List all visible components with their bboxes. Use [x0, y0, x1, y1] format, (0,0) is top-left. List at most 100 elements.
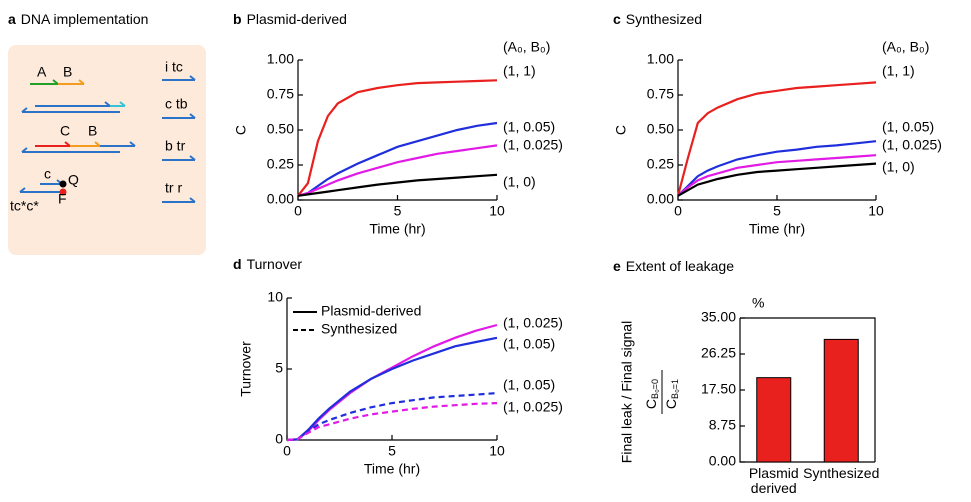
series-line [677, 162, 877, 197]
panel-title: Plasmid-derived [247, 11, 347, 27]
y-tick-label: 17.50 [701, 381, 736, 397]
diagram-label: b tr [165, 138, 186, 154]
series-label: (1, 0) [503, 174, 536, 190]
numerator-subscript: B₀=0 [650, 379, 660, 399]
x-tick-label: 5 [773, 203, 781, 219]
panel-heading: d Turnover [233, 256, 302, 272]
diagram-label: tr r [165, 180, 182, 196]
series-line [286, 392, 498, 442]
y-tick-label: 0 [275, 431, 283, 447]
y-tick-label: 0.50 [647, 121, 674, 137]
x-tick-label: 0 [283, 443, 291, 459]
diagram-label: Q [68, 172, 79, 188]
x-tick-label: 10 [489, 203, 505, 219]
y-tick-label: 0.50 [267, 121, 294, 137]
panel-a-background [8, 45, 206, 255]
panel-title: Extent of leakage [626, 258, 734, 274]
series-line [677, 140, 877, 197]
legend-label: Synthesized [321, 321, 397, 337]
series-header: (A₀, B₀) [882, 39, 929, 55]
series-label: (1, 1) [882, 63, 915, 79]
y-tick-label: 0.00 [647, 191, 674, 207]
series-line [297, 173, 498, 197]
series-label: (1, 0.05) [882, 119, 934, 135]
panel-title: DNA implementation [21, 11, 149, 27]
y-tick-label: 5 [275, 360, 283, 376]
fraction-denominator: CB₀=1 [663, 379, 681, 409]
panel-title: Turnover [247, 256, 303, 272]
y-axis-label-group: Final leak / Final signal [619, 321, 635, 463]
diagram-label: B [63, 64, 72, 80]
x-tick-label: 10 [489, 443, 505, 459]
x-tick-label: 0 [294, 203, 302, 219]
series-label: (1, 0) [882, 159, 915, 175]
y-axis-label: Final leak / Final signal [619, 321, 635, 463]
panel-title: Synthesized [626, 11, 702, 27]
x-axis-label: Time (hr) [364, 461, 420, 477]
x-tick-label: Plasmid derived [748, 466, 799, 496]
series-label: (1, 0.025) [882, 137, 942, 153]
y-tick-label: 0.75 [267, 86, 294, 102]
series-label: (1, 1) [503, 63, 536, 79]
panel-a-heading: a DNA implementation [8, 11, 148, 27]
panel-letter: d [233, 256, 242, 272]
series-label: (1, 0.05) [503, 119, 555, 135]
x-tick-label: 5 [388, 443, 396, 459]
denominator-subscript: B₀=1 [670, 379, 680, 399]
series-label: (1, 0.05) [503, 377, 555, 393]
bar [823, 338, 859, 463]
diagram-label: A [37, 64, 47, 80]
numerator-symbol: C [643, 399, 659, 409]
diagram-label: i tc [165, 59, 183, 75]
x-tick-label: 5 [394, 203, 402, 219]
y-axis-label: C [233, 125, 249, 135]
panel-a-arrows [19, 75, 196, 203]
denominator-symbol: C [663, 399, 679, 409]
series-line [676, 81, 877, 197]
x-tick-label: 10 [868, 203, 884, 219]
series-line [286, 336, 498, 442]
y-tick-label: 8.75 [709, 417, 736, 433]
series-label: (1, 0.025) [503, 399, 563, 415]
bar [756, 377, 792, 463]
panel-heading: c Synthesized [613, 11, 702, 27]
axes [677, 60, 876, 201]
panel-letter: c [613, 11, 621, 27]
series-line [297, 121, 498, 197]
y-tick-label: 10 [267, 289, 283, 305]
x-tick-label: Synthesized [803, 466, 880, 481]
unit-label: % [752, 295, 764, 311]
panel-letter: e [613, 258, 621, 274]
fraction-numerator: CB₀=0 [643, 379, 661, 409]
diagram-label: c tb [165, 96, 188, 112]
series-header: (A₀, B₀) [503, 39, 550, 55]
series-line [297, 79, 498, 197]
y-axis-label: Turnover [238, 341, 254, 397]
y-tick-label: 1.00 [647, 51, 674, 67]
series-line [677, 154, 877, 197]
diagram-label: F [58, 191, 67, 207]
y-tick-label: 0.00 [267, 191, 294, 207]
y-tick-label: 26.25 [701, 345, 736, 361]
panel-heading: e Extent of leakage [613, 258, 734, 274]
series-line [286, 402, 498, 442]
y-tick-label: 0.25 [647, 156, 674, 172]
y-tick-label: 1.00 [267, 51, 294, 67]
series-line [297, 144, 498, 197]
x-tick-label-box: Synthesized [803, 466, 880, 481]
panel-letter: a [8, 11, 16, 27]
y-tick-label: 0.00 [709, 453, 736, 469]
x-axis-label: Time (hr) [749, 221, 805, 237]
axes-box [740, 317, 876, 462]
series-label: (1, 0.025) [503, 315, 563, 331]
x-tick-label-box: Plasmid derived [748, 466, 799, 496]
diagram-label: B [88, 123, 97, 139]
diagram-label: C [60, 123, 70, 139]
x-tick-label: 0 [674, 203, 682, 219]
panel-heading: b Plasmid-derived [233, 11, 347, 27]
series-line [286, 323, 498, 442]
y-axis-label: C [613, 125, 629, 135]
legend-label: Plasmid-derived [321, 303, 421, 319]
